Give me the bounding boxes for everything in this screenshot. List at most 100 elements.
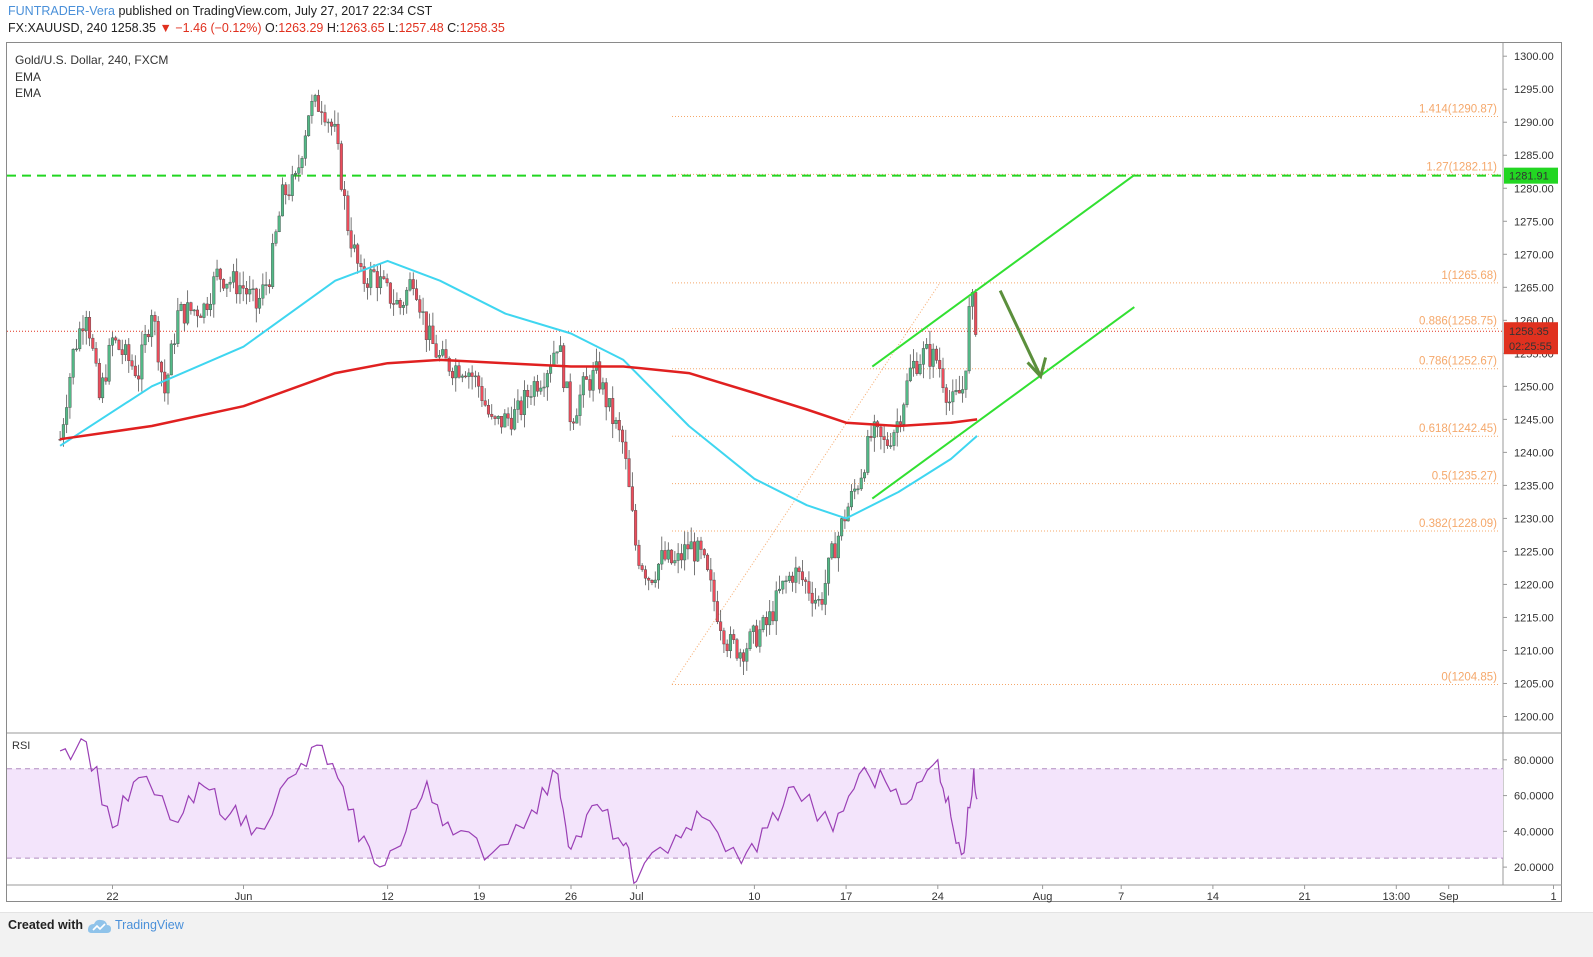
candle[interactable] <box>408 272 412 292</box>
candle[interactable] <box>653 571 657 588</box>
candle[interactable] <box>110 331 114 357</box>
candle[interactable] <box>470 365 474 390</box>
candle[interactable] <box>925 338 929 350</box>
candle[interactable] <box>791 571 795 592</box>
candle[interactable] <box>362 258 366 292</box>
candle[interactable] <box>967 297 971 374</box>
candle[interactable] <box>778 575 782 594</box>
candle[interactable] <box>222 278 226 291</box>
candle[interactable] <box>552 340 556 367</box>
candle[interactable] <box>895 408 899 447</box>
candle[interactable] <box>614 417 618 429</box>
candle[interactable] <box>781 580 785 595</box>
candle[interactable] <box>500 416 504 434</box>
candle[interactable] <box>202 302 206 324</box>
candle[interactable] <box>235 258 239 304</box>
candle[interactable] <box>810 581 814 617</box>
candle[interactable] <box>872 414 876 452</box>
candle[interactable] <box>549 354 553 383</box>
candle[interactable] <box>807 571 811 601</box>
candle[interactable] <box>490 404 494 420</box>
candle[interactable] <box>823 569 827 616</box>
candle[interactable] <box>173 333 177 355</box>
candle[interactable] <box>215 259 219 281</box>
candle[interactable] <box>519 396 523 421</box>
candle[interactable] <box>585 366 589 380</box>
candle[interactable] <box>876 420 880 438</box>
candle[interactable] <box>918 354 922 376</box>
candle[interactable] <box>140 331 144 392</box>
candle[interactable] <box>104 364 108 385</box>
candle[interactable] <box>81 315 85 345</box>
candle[interactable] <box>598 351 602 394</box>
candle[interactable] <box>182 303 186 331</box>
chart-frame[interactable] <box>6 42 1562 902</box>
candle[interactable] <box>297 154 301 182</box>
candle[interactable] <box>889 432 893 449</box>
candlestick-series[interactable] <box>58 89 978 676</box>
candle[interactable] <box>709 557 713 592</box>
candle[interactable] <box>326 118 330 133</box>
candle[interactable] <box>123 339 127 362</box>
rsi-label[interactable]: RSI <box>12 740 30 752</box>
candle[interactable] <box>251 279 255 302</box>
chart-canvas[interactable]: 1200.00 1205.00 1210.00 1215.00 1220.00 1225.… <box>0 0 1593 912</box>
candle[interactable] <box>611 386 615 439</box>
candle[interactable] <box>944 384 948 416</box>
candle[interactable] <box>522 380 526 428</box>
candle[interactable] <box>725 639 729 658</box>
candle[interactable] <box>712 572 716 612</box>
candle[interactable] <box>336 112 340 150</box>
candle[interactable] <box>467 368 471 389</box>
candle[interactable] <box>735 637 739 661</box>
candle[interactable] <box>513 398 517 431</box>
candle[interactable] <box>156 316 160 371</box>
candle[interactable] <box>114 335 118 344</box>
candle[interactable] <box>954 379 958 396</box>
candle[interactable] <box>421 297 425 325</box>
candle[interactable] <box>493 415 497 426</box>
candle[interactable] <box>480 377 484 408</box>
candle[interactable] <box>176 297 180 348</box>
candle[interactable] <box>601 377 605 395</box>
candle[interactable] <box>673 551 677 566</box>
candle[interactable] <box>696 537 700 562</box>
candle[interactable] <box>722 627 726 654</box>
candle[interactable] <box>951 379 955 415</box>
candle[interactable] <box>892 429 896 451</box>
candle[interactable] <box>702 548 706 559</box>
candle[interactable] <box>558 336 562 352</box>
candle[interactable] <box>189 301 193 315</box>
candle[interactable] <box>267 279 271 294</box>
candle[interactable] <box>545 369 549 401</box>
candle[interactable] <box>238 272 242 304</box>
candle[interactable] <box>565 381 569 389</box>
candle[interactable] <box>346 190 350 236</box>
candle[interactable] <box>657 562 661 589</box>
candle[interactable] <box>277 211 281 233</box>
candle[interactable] <box>581 372 585 408</box>
candle[interactable] <box>244 281 248 305</box>
candle[interactable] <box>532 376 536 406</box>
candle[interactable] <box>264 271 268 296</box>
candle[interactable] <box>679 543 683 569</box>
candle[interactable] <box>957 375 961 394</box>
candle[interactable] <box>800 560 804 586</box>
candle[interactable] <box>905 373 909 408</box>
candle[interactable] <box>866 429 870 476</box>
candle[interactable] <box>607 398 611 412</box>
candle[interactable] <box>630 472 634 513</box>
candle[interactable] <box>921 341 925 379</box>
candle[interactable] <box>849 484 853 511</box>
candle[interactable] <box>575 408 579 424</box>
candle[interactable] <box>97 358 101 401</box>
candle[interactable] <box>451 367 455 386</box>
candle[interactable] <box>356 242 360 274</box>
fibonacci-retracement[interactable]: 1.414(1290.87) 1.27(1282.11) 1(1265.68) 0.8… <box>671 103 1500 685</box>
candle[interactable] <box>503 409 507 428</box>
candle[interactable] <box>339 140 343 192</box>
candle[interactable] <box>715 590 719 625</box>
candle[interactable] <box>516 389 520 423</box>
candle[interactable] <box>634 503 638 551</box>
candle[interactable] <box>915 352 919 376</box>
